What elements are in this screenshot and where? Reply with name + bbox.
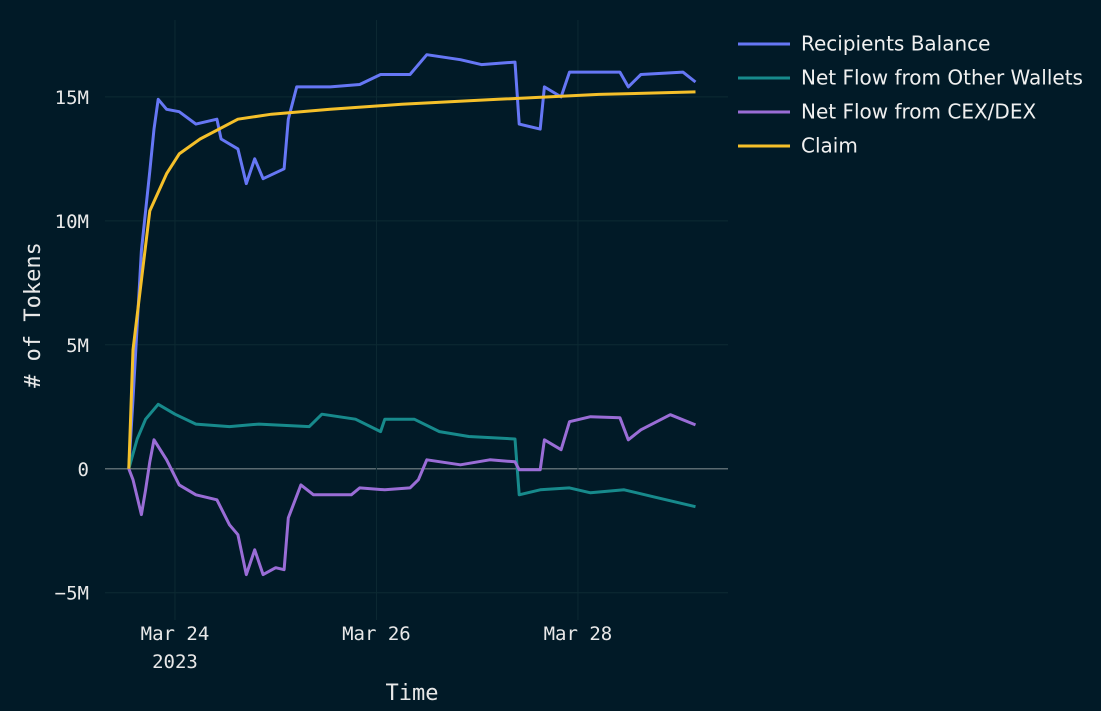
series-line [127, 402, 696, 509]
x-tick-label: Mar 24 2023 [140, 623, 210, 673]
legend-label: Claim [801, 134, 858, 158]
legend-label: Recipients Balance [801, 32, 990, 56]
series-line [127, 90, 696, 469]
series-line [127, 53, 697, 469]
x-tick-label: Mar 26 [342, 623, 411, 645]
x-axis-title: Time [386, 681, 439, 706]
legend-label: Net Flow from CEX/DEX [801, 100, 1036, 124]
legend-label: Net Flow from Other Wallets [801, 66, 1083, 90]
y-tick-label: 5M [66, 335, 89, 357]
y-tick-label: 15M [55, 87, 89, 109]
y-tick-label: −5M [55, 583, 89, 605]
y-tick-label: 10M [55, 211, 89, 233]
y-tick-label: 0 [78, 459, 89, 481]
series-line [127, 413, 697, 577]
x-tick-label: Mar 28 [543, 623, 613, 645]
y-axis-title: # of Tokens [21, 242, 46, 388]
